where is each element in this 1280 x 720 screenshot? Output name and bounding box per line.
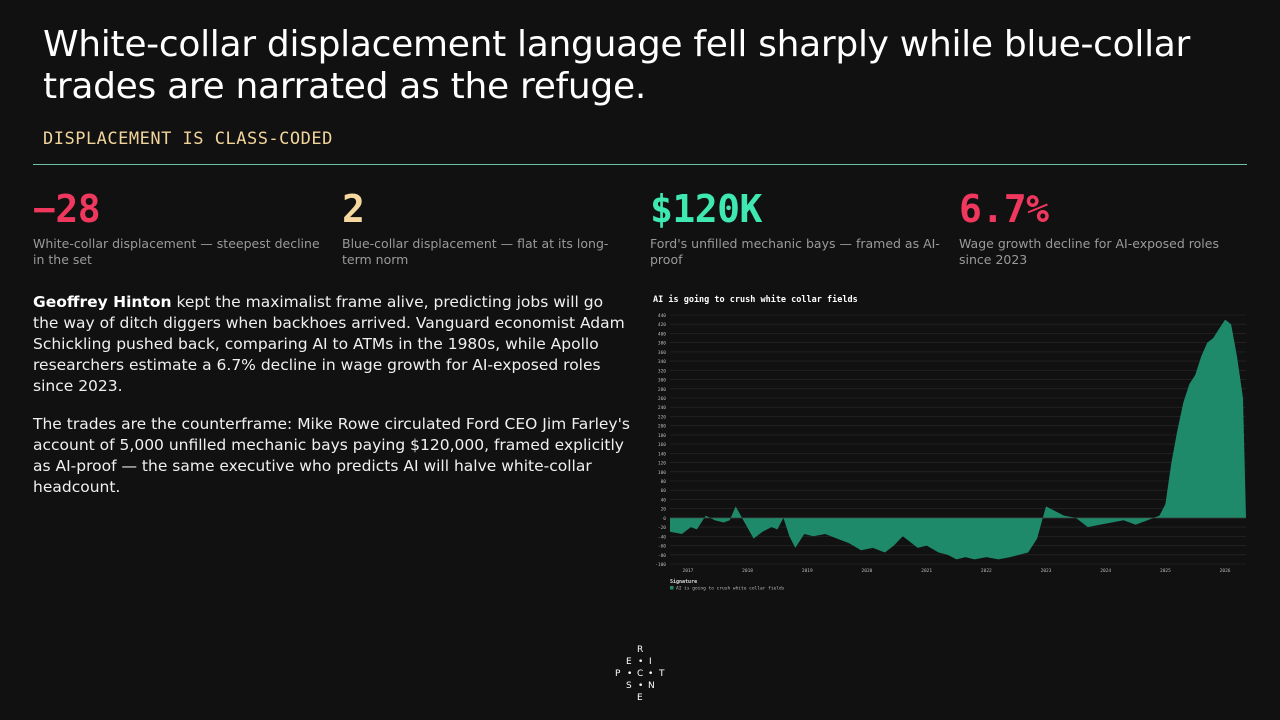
y-tick-label: 80 [661,479,667,485]
x-tick-label: 2022 [981,568,992,574]
y-tick-label: -40 [658,534,666,540]
y-tick-label: 300 [658,378,666,384]
page-title: White-collar displacement language fell … [43,24,1191,107]
logo-letter: E [626,657,632,667]
y-tick-label: 280 [658,387,666,393]
stats-row: −28 White-collar displacement — steepest… [33,186,1263,276]
area-chart: AI is going to crush white collar fields… [646,290,1250,600]
y-tick-label: 40 [661,497,667,503]
x-tick-label: 2019 [802,568,813,574]
brand-logo: R E • I P • C • T S • N E [612,645,668,703]
logo-letter: S [626,681,632,691]
legend-swatch [670,586,674,590]
x-tick-label: 2018 [742,568,753,574]
section-kicker: DISPLACEMENT IS CLASS-CODED [43,129,333,149]
stat-card-white-collar: −28 White-collar displacement — steepest… [33,186,325,268]
body-paragraph-2: The trades are the counterframe: Mike Ro… [33,415,630,496]
y-tick-label: -20 [658,525,666,531]
y-tick-label: 400 [658,331,666,337]
logo-dot: • [638,681,644,691]
logo-letter: C [637,669,644,679]
chart-svg: AI is going to crush white collar fields… [653,294,1246,592]
y-tick-label: 140 [658,451,666,457]
stat-card-ford-bays: $120K Ford's unfilled mechanic bays — fr… [650,186,942,268]
x-tick-label: 2024 [1100,568,1111,574]
y-tick-label: 320 [658,368,666,374]
logo-letter: R [637,645,644,655]
logo-letter: N [648,681,655,691]
stat-label: Blue-collar displacement — flat at its l… [342,236,609,267]
series-area [670,319,1246,560]
person-name: Geoffrey Hinton [33,293,172,311]
logo-dot: • [648,669,654,679]
logo-dot: • [627,669,633,679]
y-tick-label: 380 [658,341,666,347]
y-tick-label: 200 [658,424,666,430]
y-tick-label: 100 [658,470,666,476]
y-tick-label: 220 [658,414,666,420]
y-tick-label: 160 [658,442,666,448]
logo-dot: • [638,657,644,667]
y-tick-label: 0 [663,516,666,522]
body-copy: Geoffrey Hinton kept the maximalist fram… [33,292,633,515]
y-tick-label: 360 [658,350,666,356]
logo-letter: P [615,669,621,679]
x-tick-label: 2025 [1160,568,1171,574]
y-tick-label: 60 [661,488,667,494]
x-tick-label: 2021 [921,568,932,574]
x-tick-label: 2026 [1220,568,1231,574]
body-paragraph-1: Geoffrey Hinton kept the maximalist fram… [33,292,633,397]
header-divider [33,164,1247,165]
stat-value: 6.7% [959,187,1049,231]
y-tick-label: 440 [658,313,666,319]
stat-card-blue-collar: 2 Blue-collar displacement — flat at its… [342,186,634,268]
stat-card-wage-decline: 6.7% Wage growth decline for AI-exposed … [959,186,1251,268]
y-tick-label: 260 [658,396,666,402]
y-tick-label: 120 [658,461,666,467]
stat-value: −28 [33,187,101,231]
y-tick-label: -80 [658,553,666,559]
y-tick-label: -60 [658,544,666,550]
stat-value: 2 [342,187,365,231]
legend-label: AI is going to crush white collar fields [676,586,785,592]
chart-title: AI is going to crush white collar fields [653,294,858,305]
body-paragraph-1-text: kept the maximalist frame alive, predict… [33,293,625,395]
x-tick-label: 2020 [862,568,873,574]
logo-letter: T [659,669,665,679]
y-tick-label: -100 [655,562,666,568]
y-tick-label: 240 [658,405,666,411]
legend-title: Signature [670,579,697,585]
x-tick-label: 2017 [682,568,693,574]
stat-label: White-collar displacement — steepest dec… [33,236,320,267]
x-tick-label: 2023 [1041,568,1052,574]
stat-value: $120K [650,187,762,231]
logo-letter: I [649,657,652,667]
stat-label: Ford's unfilled mechanic bays — framed a… [650,236,940,267]
stat-label: Wage growth decline for AI-exposed roles… [959,236,1219,267]
y-tick-label: 20 [661,507,667,513]
y-tick-label: 180 [658,433,666,439]
y-tick-label: 420 [658,322,666,328]
y-tick-label: 340 [658,359,666,365]
logo-letter: E [637,693,643,703]
